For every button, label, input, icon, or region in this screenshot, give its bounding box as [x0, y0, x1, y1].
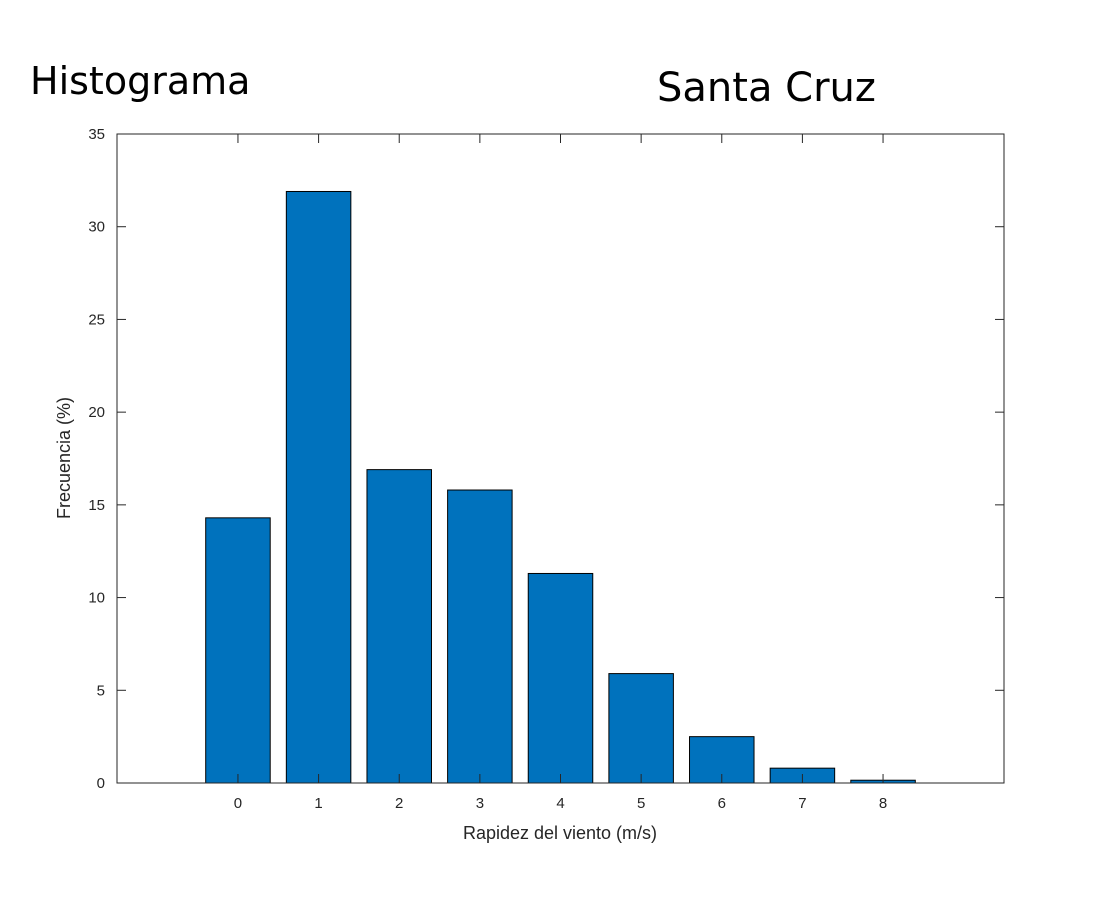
x-tick-label: 8 [879, 795, 887, 812]
x-axis-title: Rapidez del viento (m/s) [463, 823, 657, 843]
x-tick-label: 5 [637, 795, 645, 812]
y-tick-label: 25 [88, 311, 105, 328]
x-tick-label: 3 [476, 795, 484, 812]
bars-group [205, 190, 916, 784]
axes-group: 0 5 10 15 20 25 30 35 0 1 2 3 4 5 6 7 8 [88, 126, 1005, 812]
x-tick-label: 0 [234, 795, 242, 812]
location-heading: Santa Cruz [657, 65, 876, 111]
y-tick-label: 20 [88, 404, 105, 421]
histogram-bar-3 [447, 489, 513, 784]
y-tick-label: 5 [97, 682, 105, 699]
y-tick-label: 0 [97, 775, 105, 792]
histogram-bar-2 [366, 469, 432, 784]
histogram-bar-1 [285, 190, 352, 784]
x-tick-label: 4 [556, 795, 564, 812]
x-tick-label: 1 [314, 795, 322, 812]
x-tick-label: 7 [798, 795, 806, 812]
y-tick-label: 35 [88, 126, 105, 143]
y-tick-label: 30 [88, 219, 105, 236]
histogram-heading: Histograma [30, 59, 251, 103]
histogram-bar-0 [205, 517, 271, 784]
x-tick-label: 6 [718, 795, 726, 812]
x-tick-label: 2 [395, 795, 403, 812]
histogram-bar-4 [527, 572, 594, 784]
y-axis-title: Frecuencia (%) [54, 397, 74, 519]
y-tick-label: 10 [88, 590, 105, 607]
y-tick-label: 15 [88, 497, 105, 514]
histogram-bar-5 [608, 673, 674, 784]
